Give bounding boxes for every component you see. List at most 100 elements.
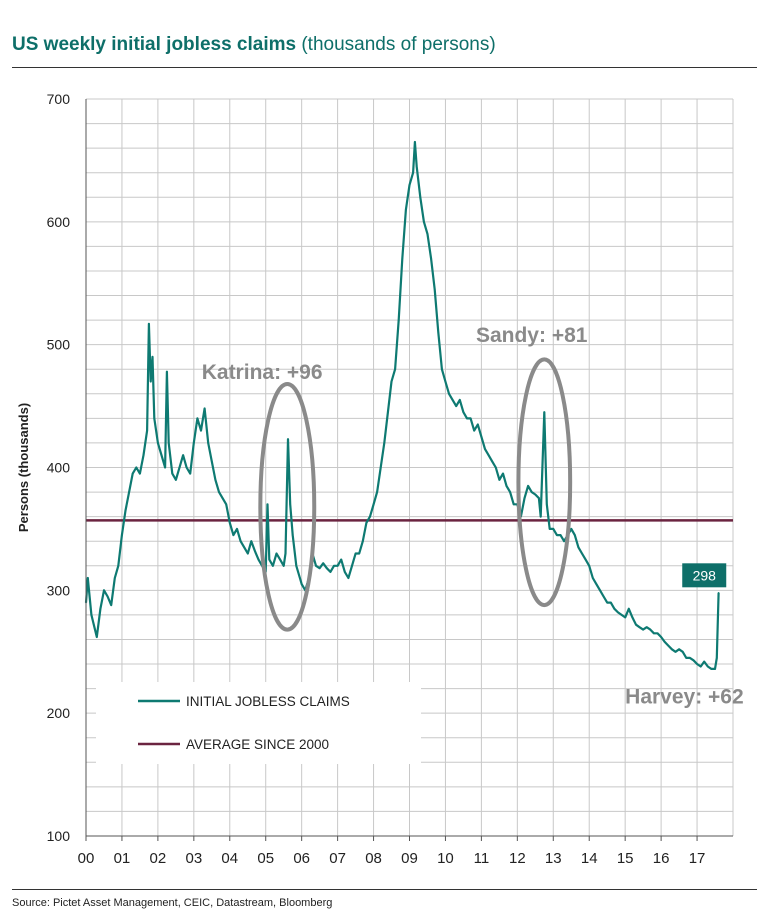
y-tick-label: 300 (47, 582, 71, 598)
annotation-harvey: Harvey: +62 (625, 685, 744, 708)
claims-point (347, 577, 350, 579)
claims-point (663, 641, 666, 643)
claims-point (546, 503, 548, 506)
katrina-ellipse (258, 381, 317, 632)
x-tick-label: 17 (689, 850, 706, 867)
claims-point (282, 565, 285, 567)
claims-point (624, 616, 626, 619)
x-tick-label: 11 (474, 850, 490, 867)
y-tick-label: 700 (47, 91, 71, 107)
claims-point (142, 454, 145, 457)
claims-point (414, 141, 416, 143)
claims-point (117, 565, 120, 567)
claims-point (326, 567, 328, 569)
claims-point (236, 528, 238, 530)
claims-point (90, 614, 93, 616)
claims-point (588, 565, 590, 567)
claims-point (548, 528, 551, 530)
x-tick-label: 12 (509, 850, 526, 867)
claims-point (642, 628, 644, 631)
claims-point (426, 233, 429, 235)
y-axis-label: Persons (thousands) (16, 403, 31, 532)
claims-point (128, 491, 130, 493)
claims-point (530, 491, 533, 493)
claims-point (218, 491, 220, 493)
claims-point (613, 608, 616, 610)
claims-point (653, 632, 655, 635)
claims-point (178, 466, 181, 469)
claims-point (717, 592, 720, 594)
claims-point (203, 407, 206, 410)
x-tick-label: 08 (365, 850, 382, 867)
x-tick-label: 04 (221, 850, 238, 867)
legend-label: INITIAL JOBLESS CLAIMS (186, 694, 350, 709)
claims-point (322, 562, 325, 565)
claims-point (563, 540, 565, 542)
claims-point (444, 380, 447, 383)
claims-point (284, 552, 287, 555)
claims-point (257, 558, 260, 561)
last-value-badge-text: 298 (693, 567, 717, 583)
x-tick-label: 00 (78, 850, 95, 867)
claims-point (387, 411, 389, 414)
claims-point (291, 534, 294, 536)
claims-point (362, 540, 364, 542)
claims-point (247, 552, 249, 555)
top-rule (12, 67, 757, 68)
claims-point (315, 565, 317, 567)
claims-point (295, 565, 298, 567)
claims-point (584, 558, 587, 561)
claims-point (340, 558, 343, 561)
claims-point (164, 466, 166, 469)
claims-point (131, 472, 134, 475)
claims-point (552, 528, 555, 530)
claims-point (581, 552, 583, 555)
claims-point (268, 558, 271, 561)
claims-point (660, 636, 662, 638)
x-tick-label: 16 (653, 850, 670, 867)
claims-point (620, 614, 623, 616)
annotation-sandy: Sandy: +81 (476, 324, 588, 347)
claims-point (714, 668, 716, 670)
claims-point (196, 417, 199, 420)
claims-point (674, 651, 677, 653)
claims-point (469, 417, 472, 420)
chart-title-subtitle: (thousands of persons) (301, 34, 496, 55)
legend-label: AVERAGE SINCE 2000 (186, 737, 329, 752)
claims-point (656, 632, 659, 635)
claims-point (151, 356, 154, 358)
claims-point (423, 221, 425, 223)
claims-point (243, 546, 245, 549)
claims-point (372, 503, 375, 506)
axis-layer: 100 200 300 400 500 600 700 00 01 02 03 04 05 06 07 08 0… (16, 91, 733, 867)
claims-point (225, 503, 227, 506)
claims-point (559, 534, 562, 536)
claims-point (239, 540, 242, 542)
claims-point (408, 184, 411, 186)
x-tick-label: 09 (401, 850, 418, 867)
claims-point (166, 370, 168, 373)
legend: INITIAL JOBLESS CLAIMS AVERAGE SINCE 2000 (96, 682, 421, 764)
claims-point (193, 442, 195, 444)
claims-point (477, 423, 479, 426)
claims-point (498, 479, 501, 481)
claims-point (94, 628, 96, 631)
claims-point (689, 657, 691, 659)
claims-point (351, 565, 353, 567)
claims-point (167, 442, 170, 444)
annotation-katrina: Katrina: +96 (202, 361, 323, 384)
claims-point (358, 552, 361, 555)
claims-point (336, 565, 339, 567)
x-tick-label: 15 (617, 850, 634, 867)
x-tick-label: 02 (150, 850, 167, 867)
claims-point (415, 165, 418, 168)
grid (85, 98, 734, 837)
ellipse-layer (258, 357, 573, 632)
claims-point (96, 636, 98, 638)
claims-point (602, 595, 605, 598)
claims-point (491, 460, 494, 463)
claims-point (103, 589, 105, 592)
claims-point (433, 288, 436, 291)
claims-point (275, 552, 278, 555)
claims-point (592, 577, 594, 579)
